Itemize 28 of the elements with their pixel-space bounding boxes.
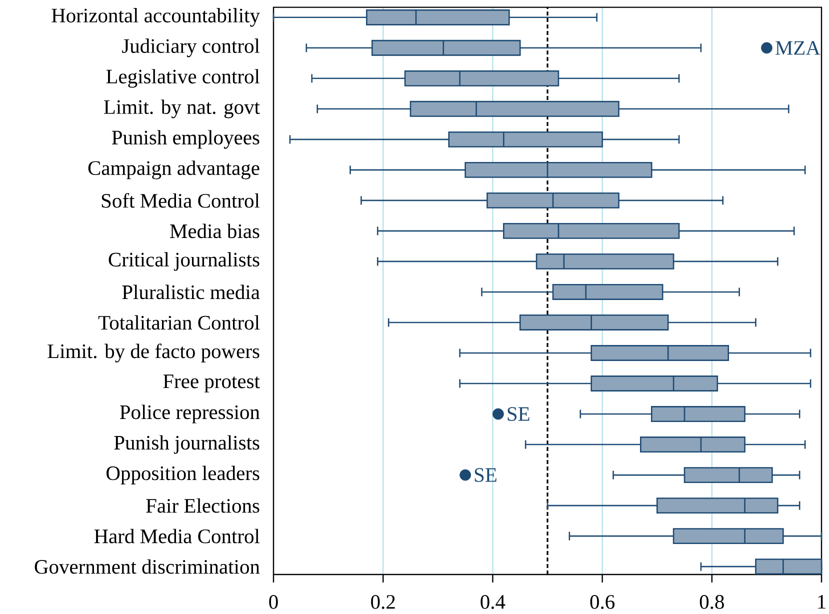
x-tick-label: 1 (818, 595, 826, 609)
y-tick-label: Government discrimination (34, 559, 260, 574)
annotation: SE (508, 407, 530, 421)
annotation: SE (474, 468, 496, 482)
y-tick-label: Limit. by de facto powers (48, 344, 260, 362)
x-tick-label: 0.4 (480, 595, 506, 609)
y-tick-label: Legislative control (106, 69, 260, 88)
y-tick-label: Punish journalists (114, 435, 260, 454)
y-tick-label: Opposition leaders (106, 466, 260, 484)
y-tick-label: Police repression (120, 404, 260, 424)
y-tick-label: Pluralistic media (122, 284, 260, 300)
y-tick-label: Punish employees (112, 130, 260, 149)
y-tick-label: Limit. by nat. govt (104, 100, 260, 118)
y-tick-label: Campaign advantage (88, 160, 260, 180)
y-tick-label: Judiciary control (122, 38, 260, 58)
y-tick-label: Free protest (163, 374, 260, 392)
annotation: MZA (776, 41, 820, 55)
y-tick-label: Media bias (170, 224, 260, 238)
y-tick-label: Soft Media Control (102, 193, 260, 208)
x-tick-label: 0.2 (371, 595, 395, 609)
y-tick-label: Critical journalists (108, 252, 260, 271)
y-tick-label: Fair Elections (146, 498, 260, 513)
y-tick-label: Horizontal accountability (52, 8, 260, 27)
y-tick-label: Hard Media Control (94, 528, 260, 544)
y-tick-label: Totalitarian Control (98, 315, 260, 330)
x-tick-label: 0 (269, 595, 278, 609)
x-tick-label: 0.8 (700, 595, 724, 609)
x-tick-label: 0.6 (590, 595, 615, 609)
